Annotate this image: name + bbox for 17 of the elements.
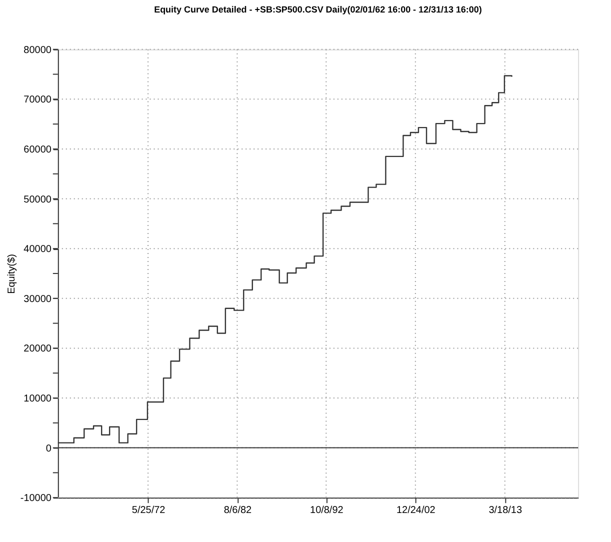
y-tick-label: 70000 bbox=[24, 94, 52, 106]
y-tick-label: 30000 bbox=[24, 294, 52, 305]
x-tick-label: 8/6/82 bbox=[224, 505, 252, 516]
y-axis-title: Equity($) bbox=[6, 254, 18, 294]
x-tick-label: 10/8/92 bbox=[310, 505, 344, 516]
y-tick-label: 40000 bbox=[24, 244, 52, 256]
y-tick-label: -10000 bbox=[20, 493, 52, 504]
chart-title: Equity Curve Detailed - +SB:SP500.CSV Daily(02/01/62 16:00 - 12/31/13 16:00) bbox=[154, 4, 482, 14]
x-tick-label: 3/18/13 bbox=[488, 505, 522, 516]
y-tick-label: 50000 bbox=[24, 194, 52, 206]
y-tick-label: 10000 bbox=[24, 393, 52, 404]
y-tick-label: 60000 bbox=[24, 144, 52, 156]
x-tick-label: 12/24/02 bbox=[396, 505, 436, 516]
y-tick-label: 0 bbox=[46, 443, 52, 454]
y-tick-label: 20000 bbox=[24, 344, 52, 355]
x-tick-label: 5/25/72 bbox=[132, 505, 166, 516]
y-tick-label: 80000 bbox=[24, 44, 52, 56]
